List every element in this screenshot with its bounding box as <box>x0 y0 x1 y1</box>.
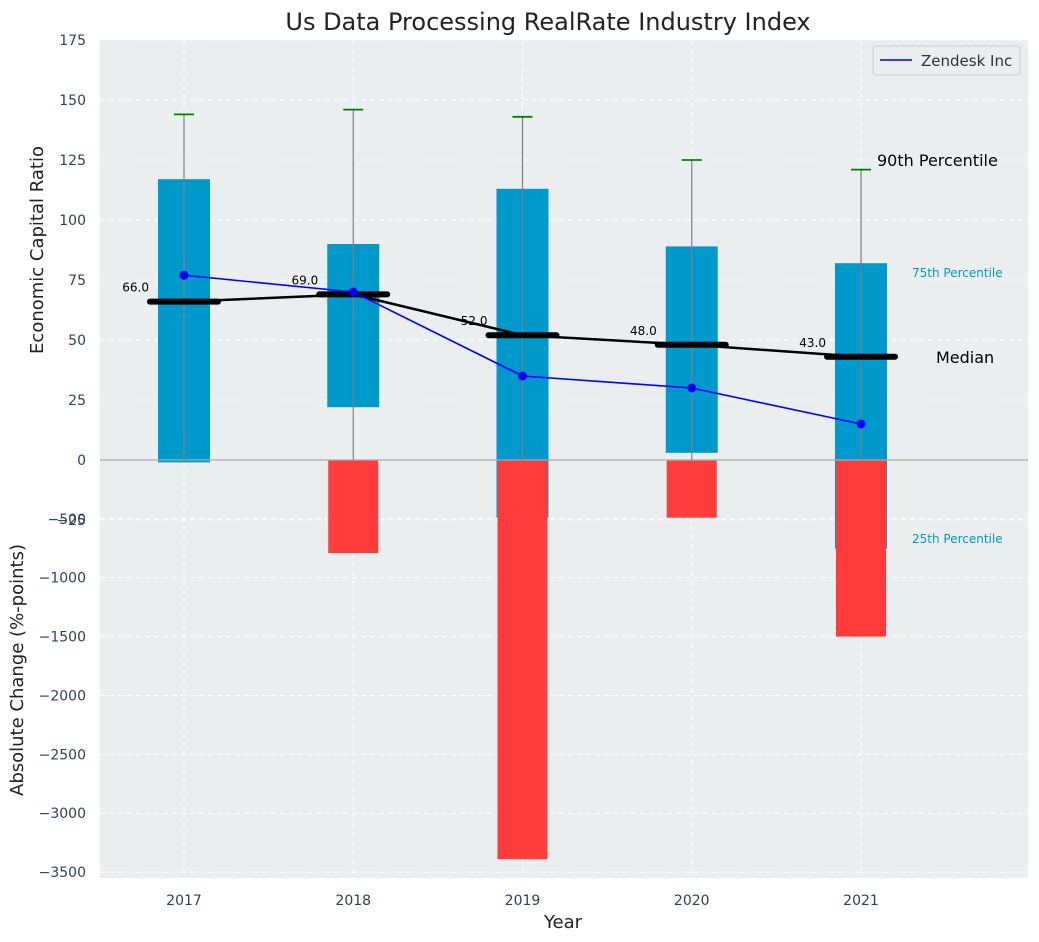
median-value-label: 48.0 <box>630 324 657 338</box>
change-bar <box>328 460 379 554</box>
series-point-zendesk <box>856 419 866 429</box>
bottom-y-tick-label: −2000 <box>39 688 86 704</box>
change-bar <box>836 460 886 637</box>
bottom-y-axis-label: Absolute Change (%-points) <box>7 544 28 796</box>
top-y-tick-label: 0 <box>77 453 86 469</box>
legend: Zendesk Inc <box>872 45 1021 76</box>
series-point-zendesk <box>179 270 189 280</box>
legend-frame <box>872 45 1021 76</box>
x-tick-label: 2020 <box>674 893 710 909</box>
top-y-tick-label: 50 <box>68 333 86 349</box>
top-y-axis-label: Economic Capital Ratio <box>27 146 48 354</box>
change-bar <box>497 460 548 860</box>
annotation-median: Median <box>936 348 994 367</box>
x-axis-label: Year <box>543 912 583 933</box>
x-tick-label: 2017 <box>166 893 202 909</box>
bottom-y-tick-label: −1000 <box>39 571 86 587</box>
top-y-tick-label: 150 <box>59 93 86 109</box>
top-y-tick-label: 100 <box>59 213 86 229</box>
bottom-y-tick-label: −2500 <box>39 747 86 763</box>
series-point-zendesk <box>348 287 358 297</box>
plot-area: 0 25 50 75 100 125 150 175 −25−500 −1000 −1500 −200… <box>39 33 1028 909</box>
median-value-label: 52.0 <box>461 314 488 328</box>
series-point-zendesk <box>518 371 527 381</box>
top-y-tick-label: 125 <box>59 153 86 169</box>
median-value-label: 66.0 <box>122 281 149 295</box>
top-y-tick-label: −25 <box>56 513 86 529</box>
x-tick-label: 2021 <box>843 893 879 909</box>
bottom-y-tick-label: −3500 <box>39 865 86 881</box>
legend-label-zendesk: Zendesk Inc <box>921 52 1012 70</box>
median-value-label: 43.0 <box>799 336 826 350</box>
median-value-label: 69.0 <box>292 273 319 287</box>
annotation-25th-percentile: 25th Percentile <box>912 532 1003 546</box>
annotation-90th-percentile: 90th Percentile <box>877 151 998 170</box>
bottom-y-tick-label: −1500 <box>39 630 86 646</box>
top-y-tick-label: 75 <box>68 273 86 289</box>
bottom-y-tick-label: −500 <box>48 512 86 528</box>
top-y-tick-label: 25 <box>68 393 86 409</box>
x-tick-label: 2019 <box>505 893 541 909</box>
x-tick-label: 2018 <box>335 893 371 909</box>
top-y-tick-label: 175 <box>59 33 86 49</box>
change-bar <box>666 460 717 518</box>
annotation-75th-percentile: 75th Percentile <box>912 266 1003 280</box>
bottom-y-tick-label: −3000 <box>39 806 86 822</box>
series-point-zendesk <box>687 383 697 393</box>
chart-title: Us Data Processing RealRate Industry Ind… <box>285 8 810 36</box>
